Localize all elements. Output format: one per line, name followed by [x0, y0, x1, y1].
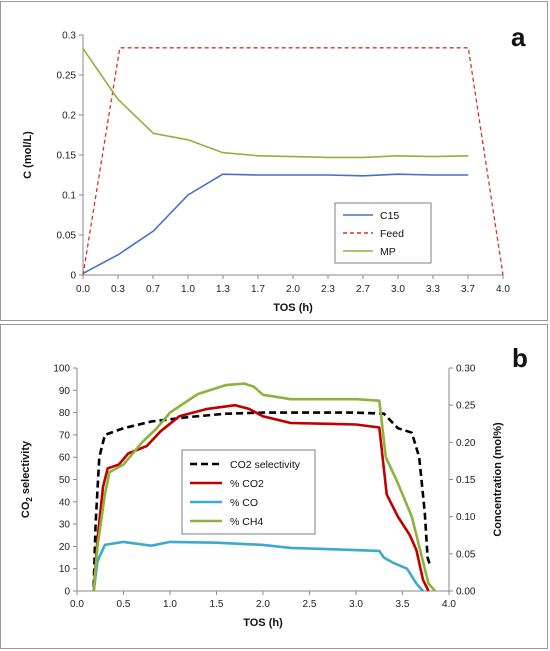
legend-label: % CH4 [230, 516, 263, 528]
y-tick-label: 0.3 [62, 31, 76, 42]
y-left-tick-label: 90 [59, 386, 71, 397]
x-tick-label: 3.5 [396, 599, 410, 610]
y-right-tick-label: 0.20 [456, 438, 476, 449]
y-left-tick-label: 70 [59, 430, 71, 441]
series-line-mp [82, 48, 469, 159]
y-left-tick-label: 10 [59, 564, 71, 575]
y-right-tick-label: 0.30 [456, 364, 476, 375]
y-left-tick-label: 80 [59, 408, 71, 419]
y-right-axis-title: Concentration (mol%) [492, 422, 504, 537]
x-tick-label: 1.3 [216, 284, 230, 295]
y-tick-label: 0.15 [57, 151, 77, 162]
series-line--co [92, 540, 424, 592]
legend-label: MP [380, 246, 396, 258]
y-tick-label: 0 [70, 271, 76, 282]
series-line-feed [82, 47, 504, 276]
y-left-tick-label: 30 [59, 520, 71, 531]
x-tick-label: 1.5 [210, 599, 224, 610]
x-tick-label: 2.3 [321, 284, 335, 295]
legend-label: % CO [230, 497, 258, 509]
x-tick-label: 3.7 [461, 284, 475, 295]
series-line-c15 [82, 173, 469, 275]
legend-label: CO2 selectivity [230, 459, 301, 471]
y-tick-label: 0.1 [62, 191, 76, 202]
x-tick-label: 1.0 [181, 284, 195, 295]
x-tick-label: 4.0 [442, 599, 456, 610]
legend-label: % CO2 [230, 478, 264, 490]
legend-label: Feed [380, 228, 404, 240]
x-tick-label: 2.5 [303, 599, 317, 610]
series-line-co2-selectivity [92, 411, 432, 587]
y-axis-title: C (mol/L) [22, 131, 34, 179]
x-tick-label: 0.0 [76, 284, 90, 295]
y-right-tick-label: 0.00 [456, 587, 476, 598]
y-right-tick-label: 0.15 [456, 475, 476, 486]
x-tick-label: 4.0 [496, 284, 510, 295]
y-right-tick-label: 0.25 [456, 401, 476, 412]
x-tick-label: 0.7 [146, 284, 160, 295]
y-left-tick-label: 100 [53, 364, 70, 375]
x-axis-title: TOS (h) [273, 302, 313, 314]
x-tick-label: 3.3 [426, 284, 440, 295]
x-axis-title: TOS (h) [243, 617, 283, 629]
chart-a-svg: 0 0.05 0.1 0.15 0.2 0.25 0.3 0.0 0.3 0.7 1.0 1.3 1.7… [22, 22, 526, 314]
x-tick-label: 2.7 [356, 284, 370, 295]
x-tick-label: 1.7 [251, 284, 265, 295]
y-left-tick-label: 50 [59, 475, 71, 486]
x-tick-label: 0.0 [70, 599, 84, 610]
x-tick-label: 3.0 [391, 284, 405, 295]
x-tick-label: 0.5 [117, 599, 131, 610]
y-right-tick-label: 0.10 [456, 512, 476, 523]
series-line--ch4 [92, 382, 437, 592]
panel-label: a [511, 22, 526, 52]
y-tick-label: 0.2 [62, 111, 76, 122]
x-tick-label: 2.0 [256, 599, 270, 610]
x-tick-label: 2.0 [286, 284, 300, 295]
chart-panel-a: 0 0.05 0.1 0.15 0.2 0.25 0.3 0.0 0.3 0.7 1.0 1.3 1.7… [0, 1, 548, 321]
panel-label: b [512, 343, 528, 373]
y-left-tick-label: 20 [59, 542, 71, 553]
y-left-tick-label: 0 [64, 587, 70, 598]
x-tick-label: 0.3 [111, 284, 125, 295]
chart-panel-b: 0 10 20 30 40 50 60 70 80 90 100 0.00 0.05 0.10 0.15 0.… [0, 324, 548, 649]
series-line--co2 [92, 403, 430, 592]
x-tick-label: 1.0 [163, 599, 177, 610]
y-left-tick-label: 60 [59, 453, 71, 464]
y-left-tick-label: 40 [59, 497, 71, 508]
legend-label: C15 [380, 210, 399, 222]
y-right-tick-label: 0.05 [456, 549, 476, 560]
chart-b-svg: 0 10 20 30 40 50 60 70 80 90 100 0.00 0.05 0.10 0.15 0.… [20, 343, 528, 629]
y-tick-label: 0.25 [57, 71, 77, 82]
y-tick-label: 0.05 [57, 231, 77, 242]
y-left-axis-title: CO2 selectivity [20, 440, 34, 518]
x-tick-label: 3.0 [349, 599, 363, 610]
